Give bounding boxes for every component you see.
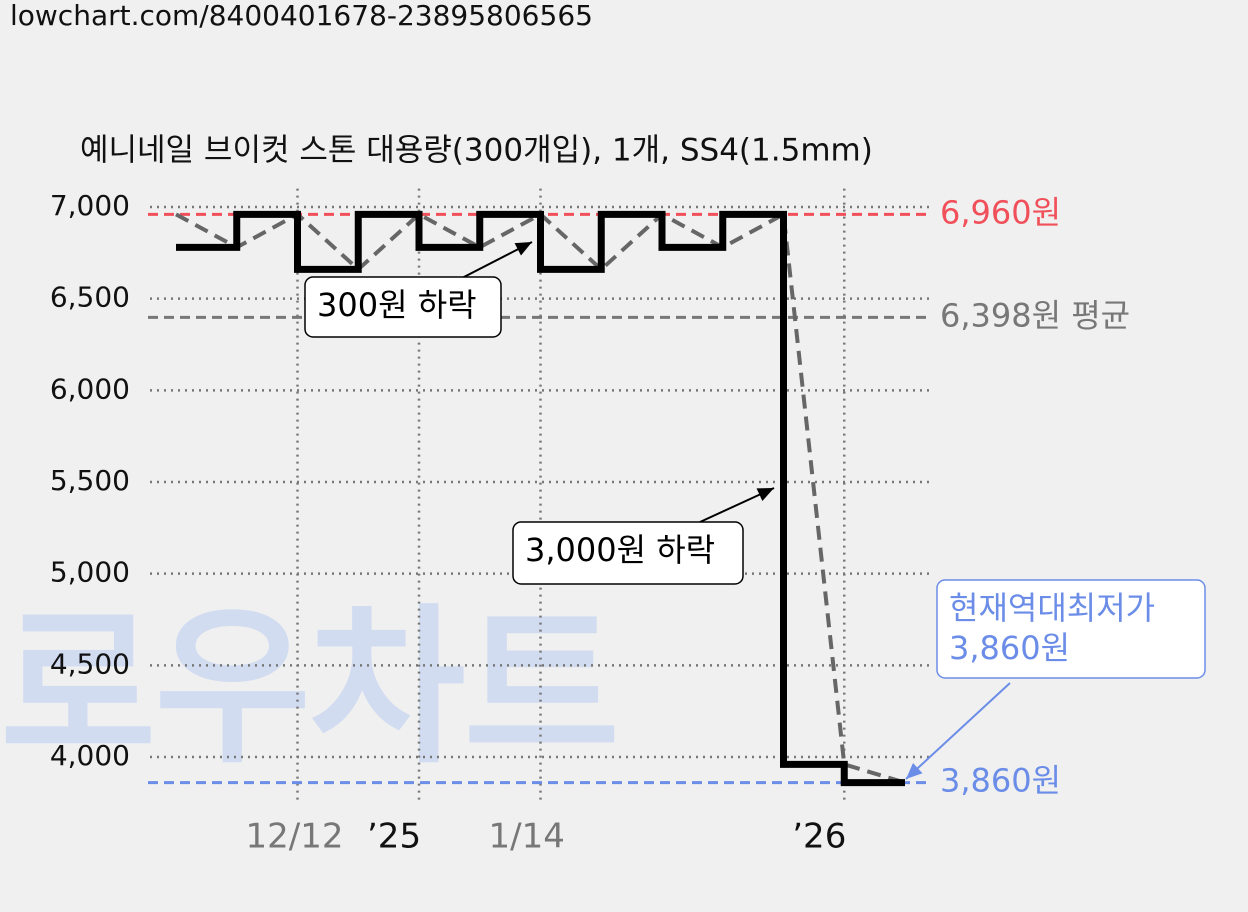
y-tick-label: 5,000 <box>50 556 130 589</box>
chart-title: 예니네일 브이컷 스톤 대용량(300개입), 1개, SS4(1.5mm) <box>80 133 873 169</box>
annotation-box <box>512 521 744 585</box>
annotation-box <box>936 579 1206 679</box>
reference-label: 3,860원 <box>940 762 1061 800</box>
annotation-box <box>304 276 502 338</box>
y-tick-label: 5,500 <box>50 464 130 497</box>
annotation-arrow <box>905 682 1011 780</box>
arrow-head <box>906 763 923 779</box>
x-tick-label: 12/12 <box>246 817 344 857</box>
annotation-text: 3,860원 <box>949 629 1070 667</box>
annotation-text: 300원 하락 <box>317 286 477 324</box>
y-tick-label: 4,500 <box>50 647 130 680</box>
annotation-text: 3,000원 하락 <box>525 531 715 569</box>
y-tick-label: 6,000 <box>50 372 130 405</box>
reference-label: 6,398원 평균 <box>940 296 1130 334</box>
arrow-head <box>756 488 774 502</box>
y-tick-label: 7,000 <box>50 189 130 222</box>
arrow-head <box>514 242 532 256</box>
y-tick-label: 6,500 <box>50 281 130 314</box>
y-tick-label: 4,000 <box>50 739 130 772</box>
x-tick-label: ’25 <box>367 817 421 857</box>
x-tick-label: 1/14 <box>489 817 565 857</box>
price-line <box>176 210 905 787</box>
url: lowchart.com/8400401678-23895806565 <box>10 0 593 32</box>
annotation-text: 현재역대최저가 <box>949 589 1155 627</box>
reference-label: 6,960원 <box>940 193 1061 231</box>
watermark: 로우차트 <box>0 589 620 787</box>
x-tick-label: ’26 <box>792 817 846 857</box>
